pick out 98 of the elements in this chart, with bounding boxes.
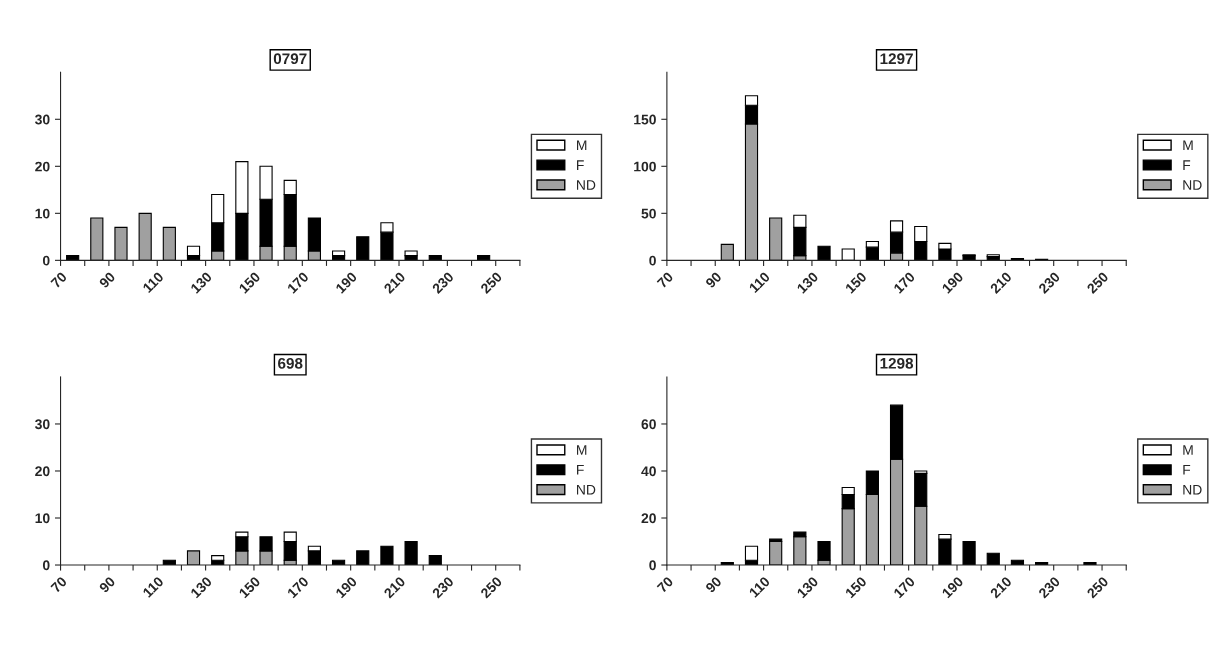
x-tick-label: 250 [479, 576, 503, 599]
bar [404, 250, 418, 257]
chart-title: 1298 [880, 357, 914, 369]
x-tick-label: 250 [479, 271, 503, 295]
x-tick-label: 250 [1086, 271, 1109, 295]
y-tick-label: 20 [35, 161, 50, 172]
x-tick-label: 190 [335, 271, 358, 294]
x-tick-label: 90 [98, 271, 116, 289]
x-tick-label: 90 [704, 576, 723, 594]
x-tick-label: 130 [796, 271, 819, 294]
bar [356, 236, 370, 261]
bar [428, 255, 442, 261]
x-tick-label: 70 [50, 576, 68, 594]
bar [356, 550, 370, 566]
x-tick-label: 90 [98, 576, 116, 594]
chart-title: 0797 [273, 53, 307, 65]
legend-label: M [1183, 445, 1193, 455]
bar [744, 545, 759, 561]
bar [331, 250, 346, 257]
x-tick-label: 150 [844, 576, 868, 599]
bar [720, 243, 734, 261]
x-tick-label: 130 [190, 271, 213, 294]
bar [162, 226, 176, 261]
bar [404, 540, 418, 566]
bar [817, 540, 831, 561]
x-tick-label: 110 [142, 576, 165, 598]
y-tick-label: 50 [641, 208, 656, 219]
x-tick-label: 70 [656, 271, 674, 289]
x-tick-label: 230 [431, 576, 455, 599]
legend-label: F [1183, 465, 1191, 475]
y-tick-label: 60 [641, 419, 656, 430]
bar [211, 555, 225, 561]
y-tick-label: 100 [634, 161, 656, 172]
bar [114, 226, 128, 261]
bar [817, 245, 831, 261]
x-tick-label: 70 [656, 576, 674, 594]
x-tick-label: 170 [286, 576, 310, 599]
bar [66, 255, 80, 261]
legend-label: M [577, 445, 587, 455]
y-tick-label: 40 [641, 466, 656, 477]
y-tick-label: 10 [35, 513, 50, 524]
bar [769, 217, 783, 261]
x-tick-label: 230 [1037, 576, 1061, 599]
x-tick-label: 190 [941, 576, 964, 599]
chart-title: 1297 [880, 53, 913, 65]
x-tick-label: 170 [893, 271, 916, 294]
y-tick-label: 20 [35, 466, 50, 477]
x-tick-label: 150 [844, 271, 868, 294]
x-tick-label: 150 [238, 271, 261, 294]
legend-label: M [577, 140, 587, 151]
bar [428, 555, 442, 566]
legend-label: M [1183, 140, 1193, 151]
y-tick-label: 10 [35, 208, 50, 219]
legend-label: ND [577, 180, 596, 190]
x-tick-label: 170 [893, 576, 916, 599]
x-tick-label: 250 [1086, 576, 1109, 599]
x-tick-label: 190 [335, 576, 358, 599]
y-tick-label: 0 [649, 560, 656, 571]
bar [90, 217, 104, 261]
bar [186, 245, 201, 257]
y-tick-label: 30 [35, 114, 50, 125]
x-tick-label: 210 [989, 271, 1013, 295]
y-tick-label: 0 [649, 255, 656, 266]
bar [962, 540, 976, 566]
x-tick-label: 230 [431, 271, 455, 295]
x-tick-label: 110 [142, 271, 165, 294]
x-tick-label: 210 [383, 576, 406, 599]
bar [477, 255, 491, 261]
y-tick-label: 150 [634, 114, 656, 125]
x-tick-label: 130 [190, 576, 213, 599]
x-tick-label: 150 [238, 576, 261, 599]
bar [841, 248, 855, 261]
x-tick-label: 130 [796, 576, 819, 599]
y-tick-label: 20 [641, 513, 656, 524]
x-tick-label: 90 [704, 271, 723, 289]
x-tick-label: 210 [989, 576, 1013, 599]
x-tick-label: 170 [286, 271, 310, 294]
legend-label: F [1183, 160, 1191, 170]
bar [186, 550, 201, 566]
y-tick-label: 30 [35, 419, 50, 430]
legend-label: ND [1183, 484, 1202, 495]
legend-label: ND [577, 484, 596, 495]
legend-label: F [577, 465, 584, 475]
y-tick-label: 0 [42, 560, 50, 571]
bar [938, 538, 952, 566]
bar [769, 540, 783, 566]
y-tick-label: 0 [42, 255, 50, 266]
x-tick-label: 190 [941, 271, 964, 294]
chart-title: 698 [278, 357, 303, 369]
x-tick-label: 230 [1037, 271, 1061, 295]
legend-label: ND [1183, 180, 1202, 190]
bar [138, 212, 152, 261]
x-tick-label: 70 [50, 271, 68, 289]
x-tick-label: 210 [383, 271, 406, 295]
bar [380, 545, 394, 566]
x-tick-label: 110 [748, 271, 771, 294]
x-tick-label: 110 [748, 576, 771, 598]
legend-label: F [577, 160, 584, 170]
